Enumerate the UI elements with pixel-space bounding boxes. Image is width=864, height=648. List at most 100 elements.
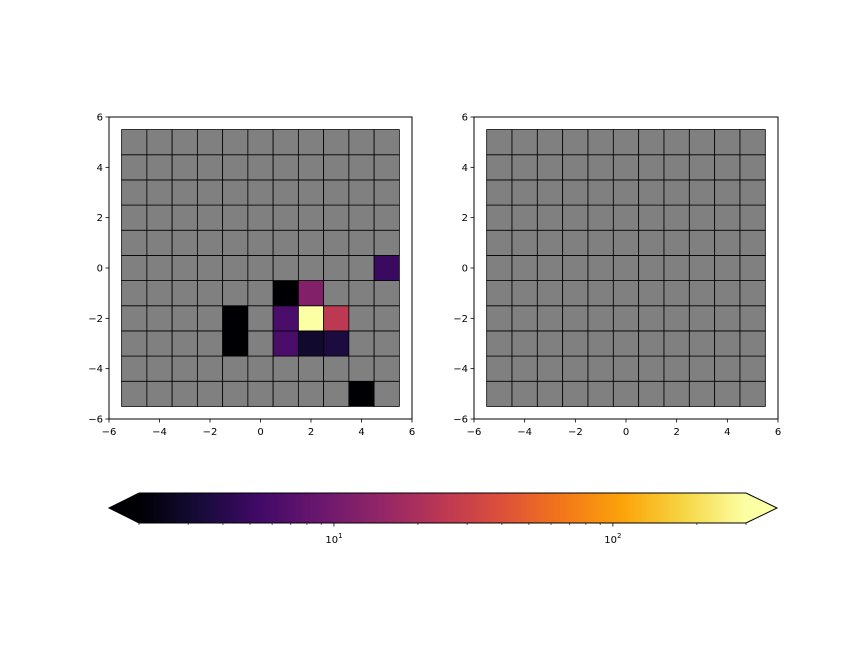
right-y-tick-label: 0	[462, 264, 468, 275]
left-heatmap-cell	[348, 380, 375, 407]
left-heatmap-cell-masked	[297, 129, 325, 156]
right-heatmap-cell-masked	[562, 154, 589, 181]
left-heatmap-cell-masked	[146, 305, 173, 332]
left-y-tick-label: −4	[88, 364, 103, 375]
right-heatmap-cell-masked	[536, 355, 564, 382]
right-heatmap-cell-masked	[663, 229, 690, 256]
right-heatmap-cell-masked	[714, 154, 741, 181]
left-heatmap-cell	[297, 330, 325, 357]
right-heatmap-cell-masked	[511, 280, 538, 307]
left-heatmap-cell-masked	[121, 305, 148, 332]
left-heatmap-cell-masked	[373, 280, 400, 307]
colorbar-tick-label: 101	[325, 532, 342, 546]
left-heatmap-cell-masked	[196, 229, 224, 256]
right-heatmap-cell-masked	[739, 255, 766, 281]
colorbar-extend-max	[746, 493, 777, 523]
left-heatmap-cell-masked	[171, 154, 198, 181]
right-heatmap-cell-masked	[688, 229, 716, 256]
left-heatmap-cell-masked	[146, 129, 173, 156]
right-heatmap-cell-masked	[562, 255, 589, 281]
colorbar-ticks: 101 102	[138, 523, 747, 546]
left-y-tick-label: −6	[88, 415, 103, 426]
left-heatmap-cell-masked	[121, 355, 148, 382]
left-heatmap-cell-masked	[272, 204, 299, 231]
right-heatmap-cell-masked	[562, 330, 589, 357]
left-heatmap-cell-masked	[146, 204, 173, 231]
right-x-tick-label: 0	[623, 427, 629, 438]
right-heatmap-cell-masked	[562, 355, 589, 382]
left-heatmap-cell-masked	[348, 255, 375, 281]
right-x-tick-label: 2	[673, 427, 679, 438]
right-y-tick-label: 2	[462, 213, 468, 224]
left-heatmap-cell-masked	[373, 179, 400, 206]
left-heatmap-cell-masked	[272, 380, 299, 407]
left-y-tick-label: 6	[97, 113, 103, 124]
right-heatmap-cell-masked	[587, 355, 614, 382]
left-heatmap-cell	[323, 330, 350, 357]
right-heatmap-cell-masked	[511, 229, 538, 256]
left-x-tick-label: 0	[257, 427, 263, 438]
left-heatmap-cell-masked	[297, 229, 325, 256]
left-heatmap-cell-masked	[373, 305, 400, 332]
right-y-tick-label: −2	[453, 314, 468, 325]
left-heatmap-cell-masked	[196, 129, 224, 156]
left-heatmap-cell-masked	[196, 255, 224, 281]
colorbar-extend-min	[109, 493, 139, 523]
right-heatmap-cell-masked	[511, 305, 538, 332]
left-heatmap-cell-masked	[323, 154, 350, 181]
right-heatmap-cell-masked	[688, 380, 716, 407]
right-heatmap-cell-masked	[739, 179, 766, 206]
right-heatmap-cell-masked	[587, 129, 614, 156]
right-heatmap-cell-masked	[714, 229, 741, 256]
left-heatmap-cell-masked	[348, 330, 375, 357]
right-heatmap-cell-masked	[486, 229, 513, 256]
right-heatmap-cell-masked	[536, 380, 564, 407]
right-heatmap-cell-masked	[739, 355, 766, 382]
left-heatmap-cell-masked	[146, 380, 173, 407]
left-x-tick-label: −2	[203, 427, 218, 438]
right-heatmap-cell-masked	[688, 355, 716, 382]
right-heatmap-cell-masked	[663, 179, 690, 206]
left-heatmap-cell-masked	[323, 229, 350, 256]
right-heatmap-cell-masked	[739, 330, 766, 357]
right-heatmap-cell-masked	[612, 154, 640, 181]
left-heatmap-cell-masked	[196, 204, 224, 231]
right-heatmap-cell-masked	[688, 280, 716, 307]
right-heatmap-cell-masked	[663, 380, 690, 407]
left-heatmap-cell-masked	[247, 179, 274, 206]
left-heatmap-cell-masked	[297, 255, 325, 281]
left-heatmap-cell-masked	[272, 355, 299, 382]
left-heatmap-cell-masked	[171, 330, 198, 357]
left-heatmap-cell-masked	[297, 204, 325, 231]
left-heatmap-cell-masked	[373, 204, 400, 231]
right-heatmap-cell-masked	[486, 280, 513, 307]
right-y-axis: −6 −4 −2 0 2 4 6	[453, 113, 474, 426]
right-heatmap-cell-masked	[587, 280, 614, 307]
right-heatmap-cell-masked	[688, 154, 716, 181]
right-y-tick-label: 6	[462, 113, 468, 124]
right-heatmap-cell-masked	[688, 305, 716, 332]
left-heatmap-cell-masked	[247, 355, 274, 382]
right-x-tick-label: −6	[467, 427, 482, 438]
right-heatmap-cell-masked	[638, 255, 665, 281]
left-heatmap-cell-masked	[247, 305, 274, 332]
right-heatmap-cell-masked	[638, 380, 665, 407]
left-heatmap-cell-masked	[323, 179, 350, 206]
right-heatmap-cell-masked	[587, 179, 614, 206]
left-heatmap-cell-masked	[348, 305, 375, 332]
right-heatmap-cell-masked	[612, 305, 640, 332]
left-heatmap-cell-masked	[247, 280, 274, 307]
left-heatmap-cell-masked	[348, 229, 375, 256]
right-heatmap-cell-masked	[486, 154, 513, 181]
right-heatmap-cell-masked	[739, 204, 766, 231]
right-heatmap-cell-masked	[663, 280, 690, 307]
right-heatmap-cell-masked	[511, 179, 538, 206]
right-heatmap-cell-masked	[562, 129, 589, 156]
right-heatmap-cell-masked	[688, 179, 716, 206]
right-heatmap-cell-masked	[486, 204, 513, 231]
right-heatmap-cell-masked	[612, 280, 640, 307]
right-heatmap-cell-masked	[663, 330, 690, 357]
left-heatmap-cell-masked	[146, 355, 173, 382]
left-heatmap-cell-masked	[222, 280, 249, 307]
